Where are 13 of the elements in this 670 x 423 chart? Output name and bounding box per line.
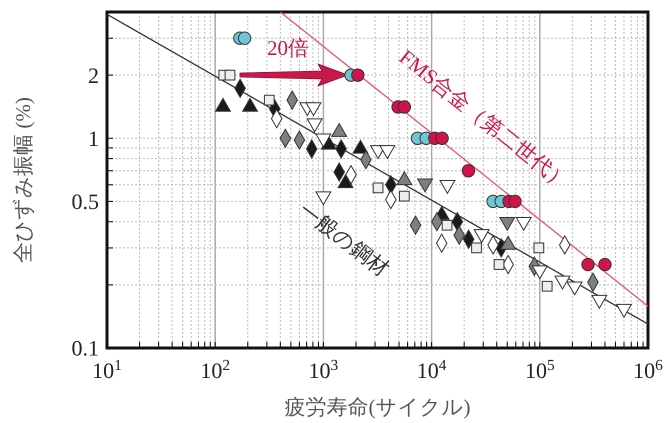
y-tick-label: 1 [88,126,99,151]
x-tick-label: 10$^{2}$ [200,356,230,383]
y-tick-label: 2 [88,62,99,88]
x-tick-label: 10$^{5}$ [524,356,555,383]
y-axis-title: 全ひずみ振幅 (%) [11,97,35,263]
y-tick-label: 0.5 [72,189,99,214]
annotation: 20倍 [267,36,309,60]
x-axis-title: 疲労寿命(サイクル) [284,395,470,419]
annotation: 一般の鋼材 [294,198,394,281]
x-tick-label: 10$^{6}$ [633,356,664,383]
annotation: FMS合金（第二世代） [394,44,574,194]
x-tick-label: 10$^{3}$ [308,356,339,383]
x-tick-label: 10$^{4}$ [416,356,447,383]
